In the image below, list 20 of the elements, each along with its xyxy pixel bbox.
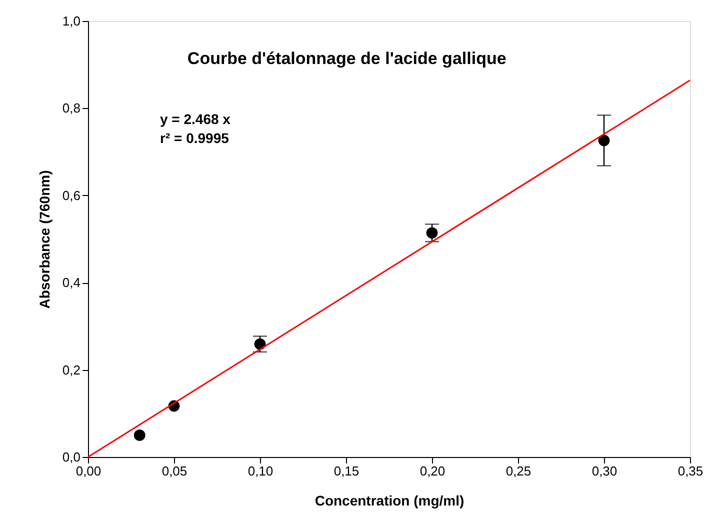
annotation: r² = 0.9995 (160, 130, 230, 146)
x-tick-label: 0,15 (334, 464, 360, 478)
y-tick-label: 0,8 (62, 100, 80, 116)
x-tick-label: 0,25 (506, 464, 532, 478)
x-tick-label: 0,30 (592, 464, 618, 478)
y-tick-label: 0,4 (62, 275, 80, 290)
x-tick-label: 0,10 (248, 464, 274, 478)
y-tick-label: 0,6 (62, 188, 80, 203)
annotation: y = 2.468 x (160, 111, 231, 127)
text: Courbe d'étalonnage de l'acide gallique (187, 49, 506, 68)
y-tick-label: 0,0 (62, 450, 80, 464)
point (134, 430, 146, 441)
x-axis-title: Concentration (mg/ml) (314, 492, 464, 508)
x-tick-label: 0,20 (420, 464, 446, 478)
x-tick-label: 0,05 (162, 464, 188, 478)
y-axis-title: Absorbance (760nm) (36, 170, 52, 309)
x-tick-label: 0,35 (678, 464, 704, 478)
x-tick-label: 0,00 (76, 464, 102, 478)
y-tick-label: 0,2 (62, 362, 80, 378)
y-tick-label: 1,0 (62, 14, 80, 28)
